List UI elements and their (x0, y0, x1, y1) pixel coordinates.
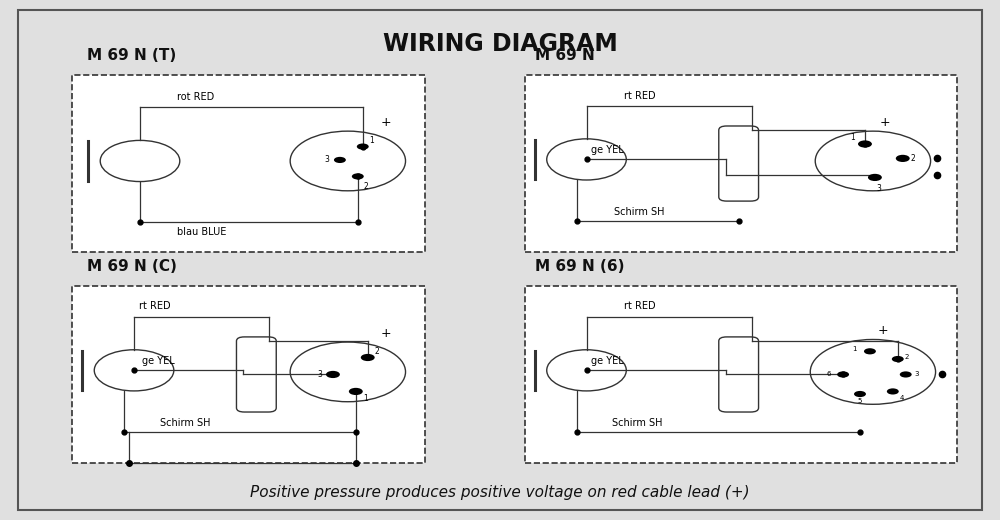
Text: Positive pressure produces positive voltage on red cable lead (+): Positive pressure produces positive volt… (250, 485, 750, 500)
Text: 2: 2 (375, 347, 379, 356)
Text: WIRING DIAGRAM: WIRING DIAGRAM (383, 32, 617, 56)
Text: rt RED: rt RED (139, 302, 171, 311)
Text: 2: 2 (911, 154, 915, 163)
Text: rot RED: rot RED (177, 92, 214, 101)
Circle shape (94, 350, 174, 391)
Text: rt RED: rt RED (624, 90, 656, 100)
Text: M 69 N (6): M 69 N (6) (535, 259, 624, 275)
FancyBboxPatch shape (236, 337, 276, 412)
Text: +: + (880, 116, 890, 129)
Circle shape (815, 131, 931, 191)
Text: 3: 3 (317, 370, 322, 379)
Text: blau BLUE: blau BLUE (177, 227, 226, 237)
Text: 3: 3 (877, 184, 882, 192)
Circle shape (900, 371, 912, 378)
Circle shape (887, 388, 899, 395)
Text: Schirm SH: Schirm SH (612, 418, 663, 428)
FancyBboxPatch shape (72, 285, 425, 463)
FancyBboxPatch shape (719, 126, 759, 201)
Circle shape (349, 388, 363, 395)
Text: M 69 N (C): M 69 N (C) (87, 259, 177, 275)
FancyBboxPatch shape (525, 285, 957, 463)
Circle shape (326, 371, 340, 378)
Text: M 69 N (T): M 69 N (T) (87, 48, 177, 63)
Text: +: + (380, 116, 391, 129)
FancyBboxPatch shape (719, 337, 759, 412)
Circle shape (547, 350, 626, 391)
Text: 1: 1 (852, 346, 857, 352)
Text: 1: 1 (363, 394, 368, 403)
Circle shape (361, 354, 375, 361)
Circle shape (547, 139, 626, 180)
FancyBboxPatch shape (525, 75, 957, 252)
Text: M 69 N: M 69 N (535, 48, 595, 63)
Text: 5: 5 (857, 398, 861, 404)
Circle shape (810, 340, 936, 405)
Circle shape (868, 174, 882, 181)
Text: 3: 3 (324, 155, 329, 164)
Text: ge YEL: ge YEL (591, 356, 624, 366)
Text: 1: 1 (369, 136, 373, 145)
Text: 2: 2 (364, 181, 369, 190)
Circle shape (290, 342, 406, 402)
Circle shape (334, 157, 346, 163)
Text: ge YEL: ge YEL (142, 356, 175, 366)
Text: ge YEL: ge YEL (591, 145, 624, 155)
Circle shape (352, 173, 364, 179)
Circle shape (100, 140, 180, 181)
Text: 3: 3 (915, 371, 919, 378)
Circle shape (864, 348, 876, 355)
Circle shape (357, 144, 369, 150)
Circle shape (892, 356, 904, 362)
Circle shape (837, 371, 849, 378)
Text: rt RED: rt RED (624, 302, 656, 311)
Text: Schirm SH: Schirm SH (160, 418, 210, 428)
Text: 1: 1 (850, 133, 855, 142)
Circle shape (290, 131, 406, 191)
Text: Schirm SH: Schirm SH (614, 207, 665, 217)
Text: 4: 4 (900, 395, 904, 400)
Circle shape (854, 391, 866, 397)
Circle shape (896, 155, 910, 162)
Circle shape (858, 140, 872, 148)
FancyBboxPatch shape (72, 75, 425, 252)
Text: 2: 2 (905, 354, 909, 360)
Text: 6: 6 (826, 371, 831, 378)
Text: +: + (878, 324, 888, 337)
Text: +: + (380, 327, 391, 340)
